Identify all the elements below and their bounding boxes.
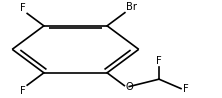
Text: F: F — [156, 56, 162, 66]
Text: Br: Br — [126, 2, 137, 12]
Text: F: F — [20, 86, 26, 96]
Text: F: F — [20, 3, 26, 13]
Text: F: F — [183, 84, 189, 94]
Text: O: O — [125, 82, 133, 92]
